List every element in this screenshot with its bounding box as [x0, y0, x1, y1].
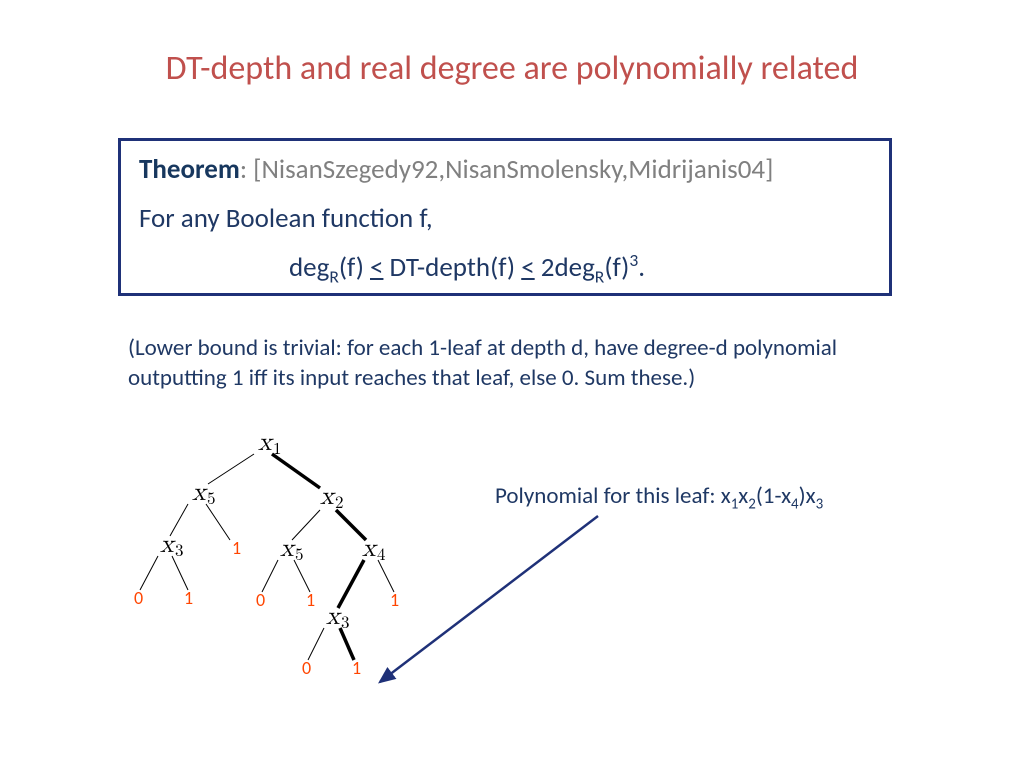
ineq-part: DT-depth(f)	[383, 251, 521, 284]
poly-term: x	[721, 482, 731, 510]
theorem-box: Theorem: [NisanSzegedy92,NisanSmolensky,…	[118, 138, 892, 296]
ineq-part: (f)	[339, 251, 370, 284]
pointer-arrow	[360, 510, 620, 700]
ineq-sub: R	[329, 265, 339, 287]
poly-sub: 4	[791, 496, 799, 514]
polynomial-label: Polynomial for this leaf: x1x2(1-x4)x3	[495, 482, 823, 514]
poly-prefix: Polynomial for this leaf:	[495, 482, 721, 510]
svg-text:0: 0	[256, 589, 265, 611]
theorem-body-line: For any Boolean function f,	[139, 202, 871, 235]
poly-term: )x	[799, 482, 816, 510]
leq-symbol: <	[521, 251, 534, 284]
ineq-part: deg	[289, 251, 329, 284]
svg-text:x: x	[192, 480, 208, 506]
svg-text:3: 3	[175, 543, 184, 560]
ineq-part: (f)	[604, 251, 629, 284]
svg-text:x: x	[160, 532, 176, 558]
poly-term: (1-x	[756, 482, 791, 510]
theorem-inequality: degR(f) < DT-depth(f) < 2degR(f)3.	[139, 249, 871, 287]
svg-text:1: 1	[306, 589, 315, 611]
svg-text:1: 1	[232, 537, 241, 559]
ineq-sup: 3	[629, 249, 638, 271]
theorem-citation: [NisanSzegedy92,NisanSmolensky,Midrijani…	[253, 153, 773, 186]
svg-text:x: x	[280, 536, 296, 562]
svg-text:1: 1	[273, 441, 282, 458]
svg-text:5: 5	[295, 547, 304, 564]
svg-text:x: x	[320, 484, 336, 510]
leq-symbol: <	[370, 251, 383, 284]
lower-bound-note: (Lower bound is trivial: for each 1-leaf…	[128, 334, 908, 394]
svg-text:3: 3	[341, 615, 350, 632]
poly-sub: 2	[748, 496, 756, 514]
theorem-header: Theorem: [NisanSzegedy92,NisanSmolensky,…	[139, 153, 871, 186]
svg-text:1: 1	[184, 587, 193, 609]
svg-text:5: 5	[207, 491, 216, 508]
theorem-label: Theorem	[139, 153, 240, 186]
svg-text:x: x	[326, 604, 342, 630]
theorem-colon: :	[240, 153, 253, 186]
svg-text:2: 2	[335, 495, 344, 512]
svg-text:x: x	[258, 430, 274, 456]
poly-sub: 3	[816, 496, 824, 514]
svg-text:0: 0	[134, 587, 143, 609]
slide: DT-depth and real degree are polynomiall…	[0, 0, 1024, 768]
ineq-part: .	[638, 251, 645, 284]
ineq-sub: R	[595, 265, 605, 287]
ineq-part: 2deg	[535, 251, 595, 284]
slide-title: DT-depth and real degree are polynomiall…	[0, 48, 1024, 89]
poly-term: x	[738, 482, 748, 510]
svg-text:0: 0	[302, 657, 311, 679]
